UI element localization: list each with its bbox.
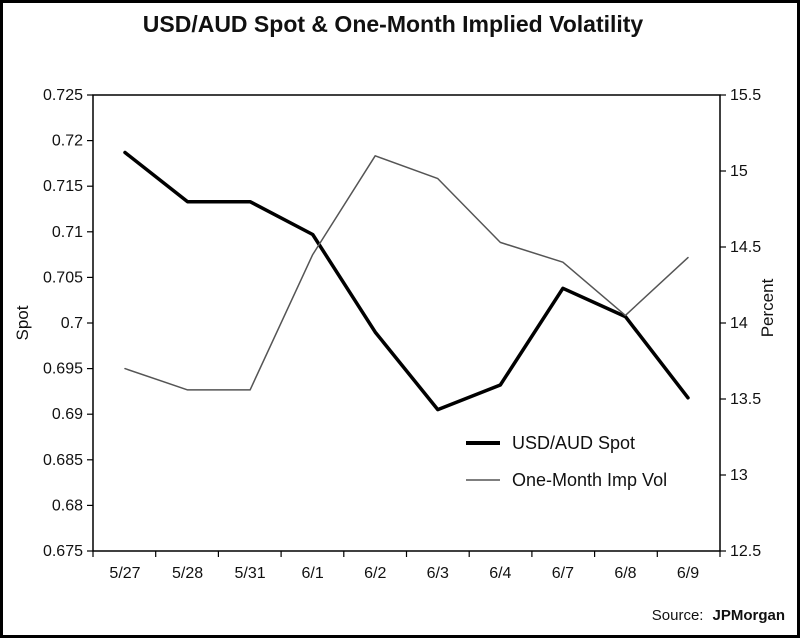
imp-vol-point xyxy=(562,262,563,263)
spot-point xyxy=(250,201,251,202)
x-tick-label: 6/2 xyxy=(364,565,386,582)
x-axis: 5/27 5/28 5/31 6/1 6/2 6/3 6/4 6/7 6/8 6/9 xyxy=(92,551,721,582)
spot-point xyxy=(125,152,126,153)
legend-label-vol: One-Month Imp Vol xyxy=(512,470,667,490)
spot-point xyxy=(187,201,188,202)
y2-axis-label: Percent xyxy=(758,278,777,337)
legend: USD/AUD Spot One-Month Imp Vol xyxy=(466,433,667,490)
spot-point xyxy=(625,316,626,317)
left-tick-label: 0.715 xyxy=(43,178,83,195)
imp-vol-point xyxy=(250,389,251,390)
right-tick-label: 12.5 xyxy=(730,543,761,560)
right-tick-label: 13.5 xyxy=(730,391,761,408)
chart-canvas: USD/AUD Spot & One-Month Implied Volatil… xyxy=(13,11,785,624)
right-tick-label: 15 xyxy=(730,163,748,180)
x-tick-label: 6/3 xyxy=(427,565,449,582)
imp-vol-point xyxy=(375,155,376,156)
imp-vol-point xyxy=(500,242,501,243)
left-axis: 0.725 0.72 0.715 0.71 0.705 0.7 0.695 0.69 0.685… xyxy=(43,87,93,560)
series-line-imp-vol xyxy=(124,155,689,391)
right-tick-label: 15.5 xyxy=(730,87,761,104)
left-tick-label: 0.7 xyxy=(61,315,83,332)
x-tick-label: 6/8 xyxy=(614,565,636,582)
imp-vol-point xyxy=(625,315,626,316)
spot-point xyxy=(500,385,501,386)
left-tick-label: 0.705 xyxy=(43,269,83,286)
source-brand: JPMorgan xyxy=(712,607,785,624)
chart-title: USD/AUD Spot & One-Month Implied Volatil… xyxy=(143,11,644,37)
x-tick-label: 6/9 xyxy=(677,565,699,582)
x-tick-label: 5/28 xyxy=(172,565,203,582)
left-tick-label: 0.72 xyxy=(52,133,83,150)
x-tick-label: 6/4 xyxy=(489,565,511,582)
left-tick-label: 0.725 xyxy=(43,87,83,104)
left-tick-label: 0.68 xyxy=(52,497,83,514)
x-tick-label: 5/31 xyxy=(235,565,266,582)
left-tick-label: 0.71 xyxy=(52,224,83,241)
spot-point xyxy=(375,332,376,333)
spot-point xyxy=(688,397,689,398)
left-tick-label: 0.695 xyxy=(43,361,83,378)
imp-vol-point xyxy=(187,389,188,390)
source-note: Source: JPMorgan xyxy=(652,607,785,624)
source-prefix: Source: xyxy=(652,607,704,624)
x-tick-label: 6/1 xyxy=(302,565,324,582)
spot-point xyxy=(562,288,563,289)
left-tick-label: 0.675 xyxy=(43,543,83,560)
spot-point xyxy=(437,409,438,410)
legend-label-spot: USD/AUD Spot xyxy=(512,433,635,453)
left-tick-label: 0.69 xyxy=(52,406,83,423)
y-axis-label: Spot xyxy=(13,305,32,340)
right-tick-label: 13 xyxy=(730,467,748,484)
left-tick-label: 0.685 xyxy=(43,452,83,469)
imp-vol-point xyxy=(688,257,689,258)
spot-point xyxy=(312,234,313,235)
right-tick-label: 14.5 xyxy=(730,239,761,256)
series-layer xyxy=(123,150,690,412)
series-line-spot xyxy=(123,150,690,412)
imp-vol-point xyxy=(125,368,126,369)
imp-vol-point xyxy=(312,254,313,255)
right-axis: 15.5 15 14.5 14 13.5 13 12.5 xyxy=(720,87,761,560)
x-tick-label: 5/27 xyxy=(109,565,140,582)
x-tick-label: 6/7 xyxy=(552,565,574,582)
imp-vol-point xyxy=(437,178,438,179)
right-tick-label: 14 xyxy=(730,315,748,332)
